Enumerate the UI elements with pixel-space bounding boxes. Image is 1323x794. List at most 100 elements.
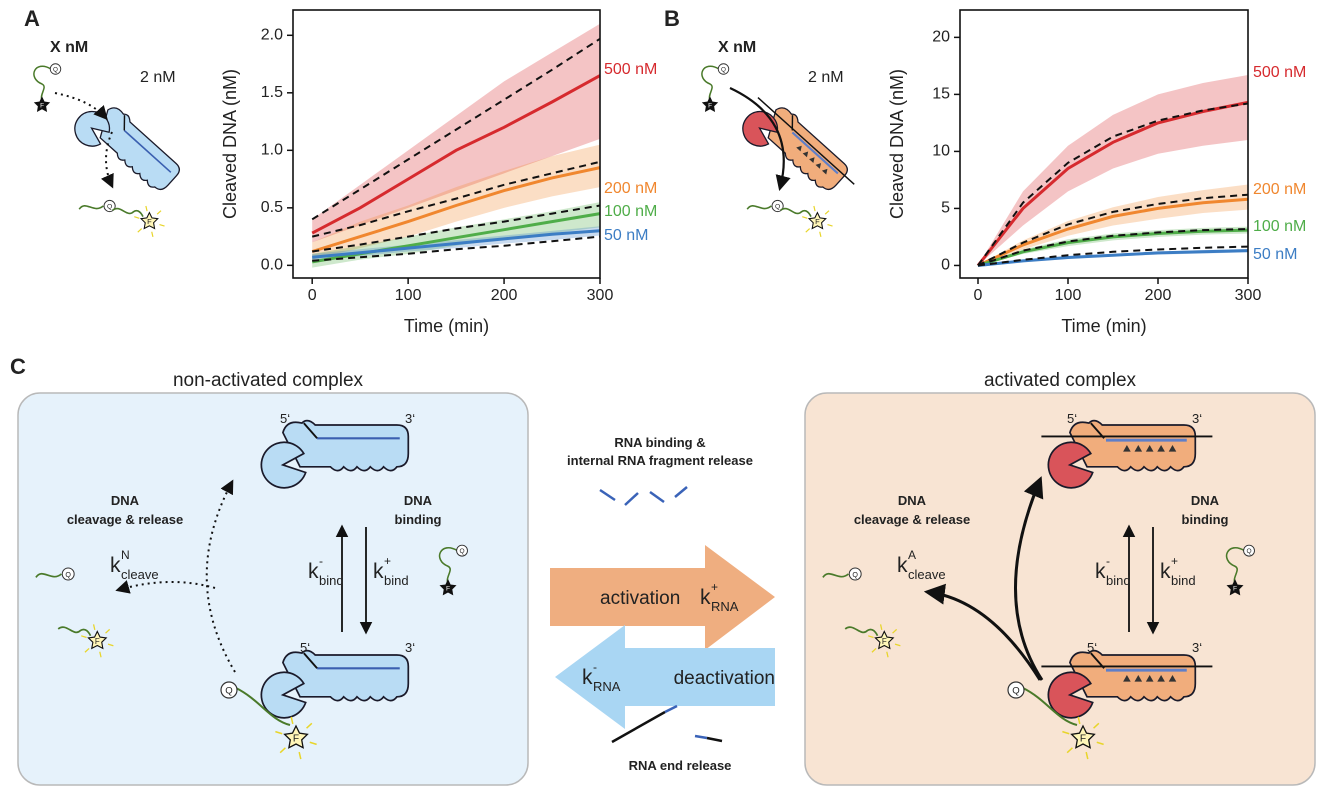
cleaved-product: Q [78, 199, 116, 213]
nick [796, 145, 802, 152]
strand-tick [123, 115, 126, 131]
rate-constant: k [308, 560, 319, 583]
light-ray [81, 635, 87, 639]
star [283, 724, 309, 749]
cleaved-product: F [57, 624, 114, 658]
series-label: 500 nM [1253, 64, 1306, 81]
light-ray [813, 205, 816, 212]
series-label: 200 nM [1253, 181, 1306, 198]
quencher [717, 63, 730, 75]
fluorophore-letter: F [1233, 586, 1237, 593]
light-ray [871, 647, 877, 653]
five-prime: 5‘ [1087, 640, 1097, 655]
data-line [976, 100, 1249, 267]
panel-label: C [10, 354, 26, 379]
dna-strand [35, 572, 62, 578]
dna [123, 129, 172, 173]
activated-enzyme [1041, 419, 1213, 489]
left-title: non-activated complex [173, 370, 364, 391]
plot-frame [292, 9, 601, 279]
light-ray [145, 205, 148, 212]
quencher-letter: Q [852, 571, 858, 579]
error-band [312, 144, 600, 260]
rate-superscript: - [319, 554, 323, 568]
light-ray [309, 741, 317, 746]
data-line [977, 197, 1249, 267]
series-label: 100 nM [604, 203, 657, 220]
fluorophore-letter: F [40, 102, 44, 109]
light-ray [306, 722, 313, 729]
x-tick-label: 0 [974, 287, 983, 304]
quencher [61, 567, 75, 581]
star [1070, 724, 1096, 749]
activated-enzyme [1041, 649, 1213, 719]
arrow [205, 479, 236, 673]
cleaved-product: Q [822, 567, 862, 581]
quencher-letter: Q [775, 204, 780, 211]
deactivation-note: RNA end release [629, 758, 732, 773]
data-line [977, 228, 1249, 267]
rate-constant: k [1095, 560, 1106, 583]
light-ray [1093, 722, 1100, 729]
strand-tick [303, 652, 318, 669]
series-label: 200 nM [604, 180, 657, 197]
quencher-letter: Q [1246, 548, 1251, 555]
enzyme [260, 419, 410, 489]
y-tick-label: 2.0 [261, 27, 283, 44]
fluorophore: F [439, 579, 457, 596]
light-ray [824, 210, 830, 215]
fluorophore: F [868, 624, 901, 658]
five-prime: 5‘ [1067, 411, 1077, 426]
binding-label: DNA [404, 493, 433, 508]
three-prime: 3‘ [1192, 411, 1202, 426]
dna-strand [780, 207, 812, 217]
substrate: QF [33, 63, 62, 112]
star [701, 96, 719, 112]
five-prime: 5‘ [300, 640, 310, 655]
star [87, 630, 108, 650]
enzyme [260, 649, 410, 719]
y-tick-label: 5 [941, 200, 950, 217]
y-tick-label: 0.0 [261, 257, 283, 274]
star [1226, 579, 1244, 596]
rate-constant: k [373, 560, 384, 583]
error-band [978, 75, 1248, 266]
light-ray [84, 647, 90, 653]
fluorophore-letter: F [446, 586, 450, 593]
light-ray [868, 635, 874, 639]
enzyme-body [99, 107, 180, 191]
dna-strand [438, 547, 458, 584]
light-ray [92, 624, 96, 631]
x-axis-title: Time (min) [1061, 316, 1146, 336]
fluorophore: F [1226, 579, 1244, 596]
rate-constant: k [897, 554, 908, 577]
rate-subscript: bind [384, 573, 409, 588]
fit-line [977, 193, 1249, 267]
light-ray [1062, 730, 1070, 735]
dna-strand [746, 204, 772, 210]
x-tick-label: 200 [1145, 287, 1172, 304]
fluorophore-letter: F [293, 734, 299, 745]
fluorophore: F [701, 96, 719, 112]
cleaved-product: F [112, 205, 165, 237]
enzyme-lobe [1047, 441, 1094, 489]
rate-subscript: bind [1106, 573, 1131, 588]
dna-strand [235, 687, 291, 726]
y-axis-title: Cleaved DNA (nM) [887, 69, 907, 219]
fluorophore-letter: F [95, 637, 100, 646]
rate-superscript: N [121, 548, 130, 562]
light-ray [894, 643, 901, 647]
x-tick-label: 200 [491, 287, 518, 304]
fit-line [311, 37, 601, 221]
light-ray [886, 651, 889, 658]
light-ray [892, 628, 898, 634]
fluorophore-letter: F [1080, 734, 1086, 745]
enzyme-lobe [74, 110, 111, 147]
nick [1134, 444, 1143, 452]
star [807, 211, 827, 230]
rate-subscript: bind [1171, 573, 1196, 588]
binding-label: binding [1182, 512, 1229, 527]
y-axis-title: Cleaved DNA (nM) [220, 69, 240, 219]
light-ray [290, 716, 294, 725]
